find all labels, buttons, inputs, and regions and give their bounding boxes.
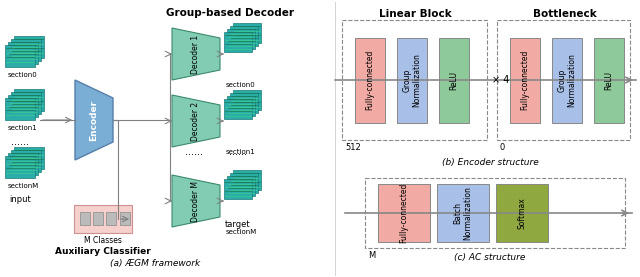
Polygon shape [11, 39, 41, 61]
Text: sectionM: sectionM [8, 183, 38, 189]
Text: Encoder: Encoder [90, 99, 99, 140]
Polygon shape [14, 36, 44, 58]
Bar [365, 178, 625, 248]
FancyBboxPatch shape [93, 212, 103, 225]
Text: section0: section0 [226, 82, 256, 88]
Polygon shape [230, 93, 258, 113]
Text: Linear Block: Linear Block [379, 9, 451, 19]
Text: Decoder 2: Decoder 2 [191, 101, 200, 140]
FancyBboxPatch shape [378, 184, 430, 242]
Polygon shape [230, 173, 258, 193]
Polygon shape [227, 96, 255, 116]
Text: M Classes: M Classes [84, 236, 122, 245]
Text: Group
Normalization: Group Normalization [403, 53, 422, 107]
FancyBboxPatch shape [355, 37, 385, 122]
FancyBboxPatch shape [437, 184, 489, 242]
Text: Fully-connected: Fully-connected [520, 50, 529, 110]
Text: 0: 0 [500, 143, 505, 152]
Polygon shape [11, 150, 41, 172]
Text: target: target [225, 220, 251, 229]
Text: Softmax: Softmax [518, 197, 527, 229]
Text: Batch
Normalization: Batch Normalization [453, 186, 473, 240]
Polygon shape [227, 176, 255, 196]
FancyBboxPatch shape [594, 37, 624, 122]
Text: Decoder 1: Decoder 1 [191, 34, 200, 74]
FancyBboxPatch shape [510, 37, 540, 122]
Text: Fully-connected: Fully-connected [365, 50, 374, 110]
Polygon shape [224, 99, 252, 119]
Polygon shape [14, 89, 44, 111]
FancyBboxPatch shape [552, 37, 582, 122]
Text: Group-based Decoder: Group-based Decoder [166, 8, 294, 18]
Polygon shape [8, 153, 38, 175]
Text: ...: ... [120, 214, 127, 222]
Polygon shape [5, 45, 35, 67]
Text: ReLU: ReLU [605, 71, 614, 89]
Text: sectionM: sectionM [225, 229, 257, 235]
Polygon shape [224, 32, 252, 52]
Text: section1: section1 [226, 149, 256, 155]
Text: (a) ÆGM framework: (a) ÆGM framework [110, 259, 200, 268]
Polygon shape [224, 179, 252, 199]
Polygon shape [5, 156, 35, 178]
FancyBboxPatch shape [74, 205, 132, 233]
FancyBboxPatch shape [120, 212, 130, 225]
Polygon shape [233, 170, 261, 190]
Text: Bottleneck: Bottleneck [533, 9, 597, 19]
Text: section1: section1 [8, 125, 38, 131]
FancyBboxPatch shape [106, 212, 116, 225]
Polygon shape [8, 95, 38, 117]
Text: M: M [368, 251, 375, 260]
Text: ......: ...... [185, 147, 203, 157]
Polygon shape [11, 92, 41, 114]
FancyBboxPatch shape [397, 37, 427, 122]
Polygon shape [227, 29, 255, 49]
Bar [497, 20, 630, 140]
Polygon shape [172, 95, 220, 147]
Text: Group
Normalization: Group Normalization [557, 53, 577, 107]
Text: 512: 512 [345, 143, 361, 152]
Text: input: input [9, 195, 31, 204]
Polygon shape [172, 175, 220, 227]
FancyBboxPatch shape [80, 212, 90, 225]
FancyBboxPatch shape [496, 184, 548, 242]
Polygon shape [230, 26, 258, 46]
Polygon shape [5, 98, 35, 120]
Text: section0: section0 [8, 72, 38, 78]
Text: ......: ...... [11, 137, 29, 147]
Text: × 4: × 4 [492, 75, 509, 85]
Text: Auxiliary Classifier: Auxiliary Classifier [55, 247, 151, 256]
Bar [342, 20, 487, 140]
Polygon shape [233, 90, 261, 110]
Polygon shape [8, 42, 38, 64]
Text: ......: ...... [229, 147, 247, 157]
Polygon shape [75, 80, 113, 160]
Text: (c) AC structure: (c) AC structure [454, 253, 525, 262]
Text: Fully-connected: Fully-connected [399, 183, 408, 243]
Polygon shape [172, 28, 220, 80]
FancyBboxPatch shape [439, 37, 469, 122]
Polygon shape [233, 23, 261, 43]
Polygon shape [14, 147, 44, 169]
Text: Decoder M: Decoder M [191, 181, 200, 222]
Text: ReLU: ReLU [449, 71, 458, 89]
Text: (b) Encoder structure: (b) Encoder structure [442, 158, 538, 167]
